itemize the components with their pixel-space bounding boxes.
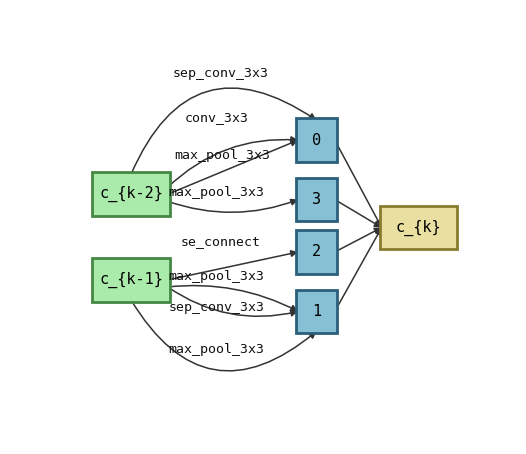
Text: max_pool_3x3: max_pool_3x3	[175, 149, 271, 163]
Text: sep_conv_3x3: sep_conv_3x3	[173, 67, 269, 80]
FancyBboxPatch shape	[92, 258, 170, 302]
Text: max_pool_3x3: max_pool_3x3	[168, 270, 265, 283]
Text: 0: 0	[312, 133, 321, 148]
FancyBboxPatch shape	[92, 173, 170, 216]
Text: max_pool_3x3: max_pool_3x3	[168, 186, 265, 199]
Text: 2: 2	[312, 245, 321, 260]
FancyBboxPatch shape	[296, 178, 337, 222]
FancyBboxPatch shape	[380, 206, 457, 249]
Text: max_pool_3x3: max_pool_3x3	[168, 343, 265, 356]
Text: 1: 1	[312, 304, 321, 319]
Text: se_connect: se_connect	[180, 235, 261, 248]
Text: c_{k}: c_{k}	[396, 219, 441, 236]
Text: c_{k-1}: c_{k-1}	[99, 272, 163, 288]
FancyBboxPatch shape	[296, 290, 337, 333]
Text: c_{k-2}: c_{k-2}	[99, 186, 163, 202]
Text: conv_3x3: conv_3x3	[185, 111, 249, 124]
Text: 3: 3	[312, 192, 321, 207]
Text: sep_conv_3x3: sep_conv_3x3	[168, 301, 265, 315]
FancyBboxPatch shape	[296, 118, 337, 162]
FancyBboxPatch shape	[296, 230, 337, 274]
